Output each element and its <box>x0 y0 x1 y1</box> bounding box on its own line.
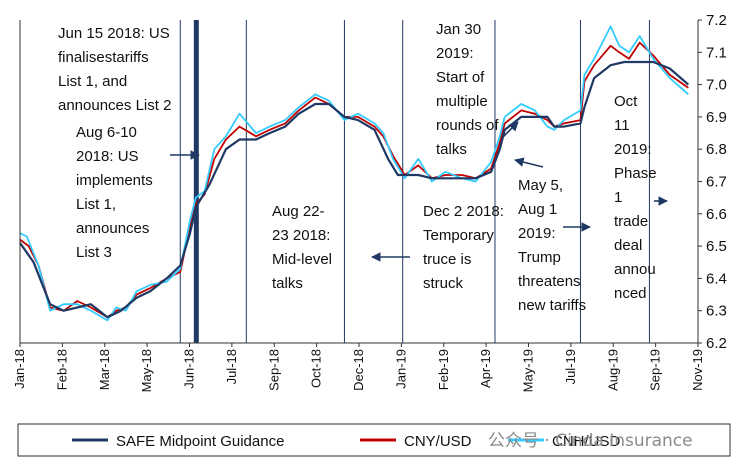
annotation-line: deal <box>614 237 642 254</box>
annotation-line: Trump <box>518 249 561 266</box>
y-tick-label: 6.3 <box>706 303 727 320</box>
x-tick-label: Mar-18 <box>97 349 112 390</box>
annotation-line: implements <box>76 172 153 189</box>
legend-label-safe: SAFE Midpoint Guidance <box>116 433 284 450</box>
annotation-line: Oct <box>614 93 638 110</box>
annotation-aug610: Aug 6-10 2018: US implements List 1, announc… <box>76 124 153 261</box>
legend-label-cny: CNY/USD <box>404 433 472 450</box>
annotation-line: List 3 <box>76 244 112 261</box>
annotation-line: 2018: US <box>76 148 139 165</box>
annotation-line: annou <box>614 261 656 278</box>
annotation-line: Jun 15 2018: US <box>58 25 170 42</box>
y-tick-label: 6.4 <box>706 270 727 287</box>
annotation-jun15: Jun 15 2018: US finalisestariffs List 1, a… <box>58 25 171 114</box>
legend: SAFE Midpoint Guidance CNY/USD CNH/USD 公… <box>17 423 731 457</box>
x-tick-label: Jan-18 <box>12 349 27 389</box>
x-tick-label: Nov-19 <box>690 349 705 391</box>
annotation-line: Jan 30 <box>436 21 481 38</box>
x-tick-label: May-18 <box>139 349 154 392</box>
annotation-line: Phase <box>614 165 657 182</box>
y-tick-label: 6.8 <box>706 141 727 158</box>
annotation-line: Aug 22- <box>272 203 325 220</box>
x-tick-label: Sep-18 <box>266 349 281 391</box>
watermark: 公众号 · Cinda Insurance <box>488 431 693 451</box>
y-tick-label: 6.2 <box>706 335 727 352</box>
y-tick-label: 6.7 <box>706 174 727 191</box>
series-line-0 <box>19 60 690 319</box>
annotation-line: struck <box>423 275 464 292</box>
annotation-arrows <box>170 121 668 262</box>
y-tick-labels: 7.2 7.1 7.0 6.9 6.8 6.7 6.6 6.5 6.4 6.3 6.2 <box>698 12 727 352</box>
annotation-line: Dec 2 2018: <box>423 203 504 220</box>
annotation-line: Temporary <box>423 227 494 244</box>
arrow-may5 <box>514 157 544 168</box>
y-tick-label: 6.9 <box>706 109 727 126</box>
annotation-line: Aug 1 <box>518 201 557 218</box>
annotation-line: May 5, <box>518 177 563 194</box>
x-tick-label: Dec-18 <box>351 349 366 391</box>
annotation-line: announces <box>76 220 149 237</box>
x-tick-label: Apr-19 <box>478 349 493 388</box>
x-tick-label: Sep-19 <box>648 349 663 391</box>
x-tick-label: May-19 <box>521 349 536 392</box>
y-tick-label: 7.0 <box>706 77 727 94</box>
series-line-2 <box>19 25 689 322</box>
annotation-line: rounds of <box>436 117 499 134</box>
event-lines <box>179 20 650 343</box>
x-tick-label: Jul-18 <box>224 349 239 384</box>
annotation-line: Aug 6-10 <box>76 124 137 141</box>
annotation-line: 2019: <box>518 225 556 242</box>
y-tick-label: 6.5 <box>706 238 727 255</box>
x-tick-labels: Jan-18 Feb-18 Mar-18 May-18 Jun-18 Jul-18 Sep-… <box>12 343 705 392</box>
annotation-oct11: Oct 11 2019: Phase 1 trade deal annou nced <box>614 93 657 302</box>
annotation-line: 23 2018: <box>272 227 330 244</box>
x-tick-label: Aug-19 <box>605 349 620 391</box>
annotation-line: 2019: <box>614 141 652 158</box>
y-tick-label: 7.1 <box>706 44 727 61</box>
x-tick-label: Jul-19 <box>563 349 578 384</box>
annotations: Jun 15 2018: US finalisestariffs List 1, a… <box>58 21 657 314</box>
annotation-line: 1 <box>614 189 622 206</box>
annotation-line: multiple <box>436 93 488 110</box>
x-tick-label: Feb-19 <box>436 349 451 390</box>
annotation-jan30: Jan 30 2019: Start of multiple rounds of talk… <box>436 21 499 158</box>
y-tick-label: 7.2 <box>706 12 727 29</box>
annotation-line: announces List 2 <box>58 97 171 114</box>
annotation-line: Mid-level <box>272 251 332 268</box>
annotation-line: 11 <box>614 117 630 134</box>
annotation-line: 2019: <box>436 45 474 62</box>
annotation-line: Start of <box>436 69 485 86</box>
annotation-may5: May 5, Aug 1 2019: Trump threatens new tariff… <box>518 177 586 314</box>
x-tick-label: Jun-18 <box>182 349 197 389</box>
annotation-aug2223: Aug 22- 23 2018: Mid-level talks <box>272 203 332 292</box>
annotation-line: trade <box>614 213 648 230</box>
y-tick-label: 6.6 <box>706 206 727 223</box>
annotation-line: List 1, and <box>58 73 127 90</box>
legend-label-cnh: CNH/USD <box>552 433 621 450</box>
series-layer <box>19 25 690 322</box>
x-tick-label: Feb-18 <box>54 349 69 390</box>
annotation-line: talks <box>436 141 467 158</box>
annotation-line: nced <box>614 285 647 302</box>
event-bar <box>193 20 199 343</box>
annotation-dec2: Dec 2 2018: Temporary truce is struck <box>423 203 504 292</box>
annotation-line: finalisestariffs <box>58 49 149 66</box>
annotation-line: threatens <box>518 273 581 290</box>
x-tick-label: Oct-18 <box>309 349 324 388</box>
arrow-jan30 <box>502 121 519 138</box>
annotation-line: talks <box>272 275 303 292</box>
x-tick-label: Jan-19 <box>393 349 408 389</box>
annotation-line: List 1, <box>76 196 116 213</box>
annotation-line: truce is <box>423 251 471 268</box>
annotation-line: new tariffs <box>518 297 586 314</box>
